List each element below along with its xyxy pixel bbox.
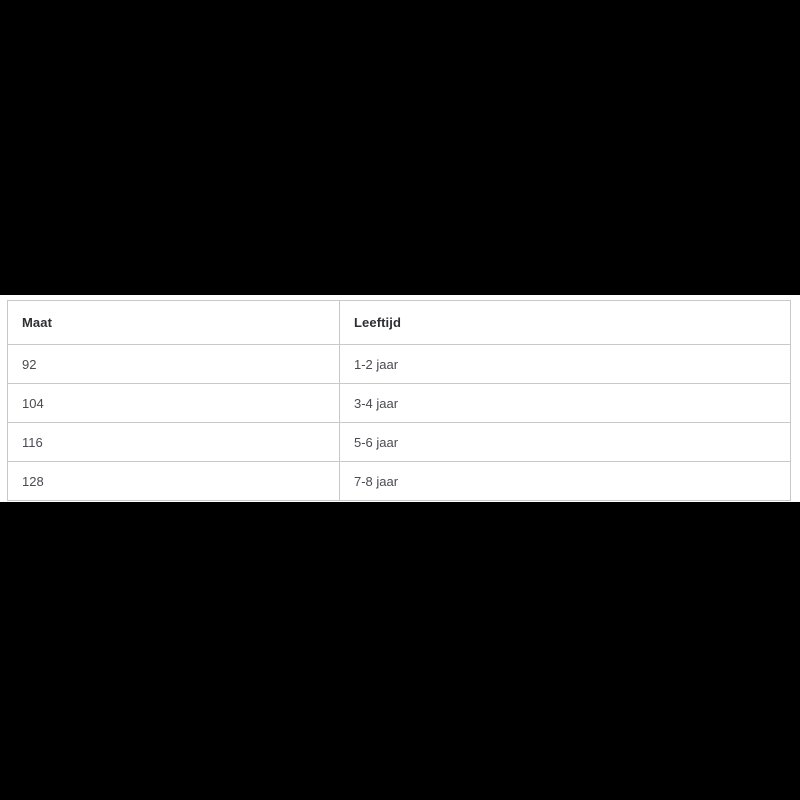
cell-maat: 104: [7, 383, 340, 423]
content-band: Maat Leeftijd 92 1-2 jaar 104 3-4 jaar 1…: [0, 295, 800, 502]
table-header-row: Maat Leeftijd: [7, 300, 791, 345]
size-chart-table: Maat Leeftijd 92 1-2 jaar 104 3-4 jaar 1…: [7, 300, 791, 501]
cell-leeftijd: 7-8 jaar: [339, 461, 791, 501]
cell-maat: 92: [7, 344, 340, 384]
cell-leeftijd: 1-2 jaar: [339, 344, 791, 384]
cell-maat: 128: [7, 461, 340, 501]
table-body: 92 1-2 jaar 104 3-4 jaar 116 5-6 jaar 12…: [7, 344, 791, 501]
table-row: 92 1-2 jaar: [7, 344, 791, 384]
cell-leeftijd: 5-6 jaar: [339, 422, 791, 462]
column-header-maat: Maat: [7, 300, 340, 345]
cell-maat: 116: [7, 422, 340, 462]
table-row: 116 5-6 jaar: [7, 422, 791, 462]
column-header-leeftijd: Leeftijd: [339, 300, 791, 345]
table-row: 128 7-8 jaar: [7, 461, 791, 501]
cell-leeftijd: 3-4 jaar: [339, 383, 791, 423]
table-header: Maat Leeftijd: [7, 300, 791, 345]
table-row: 104 3-4 jaar: [7, 383, 791, 423]
